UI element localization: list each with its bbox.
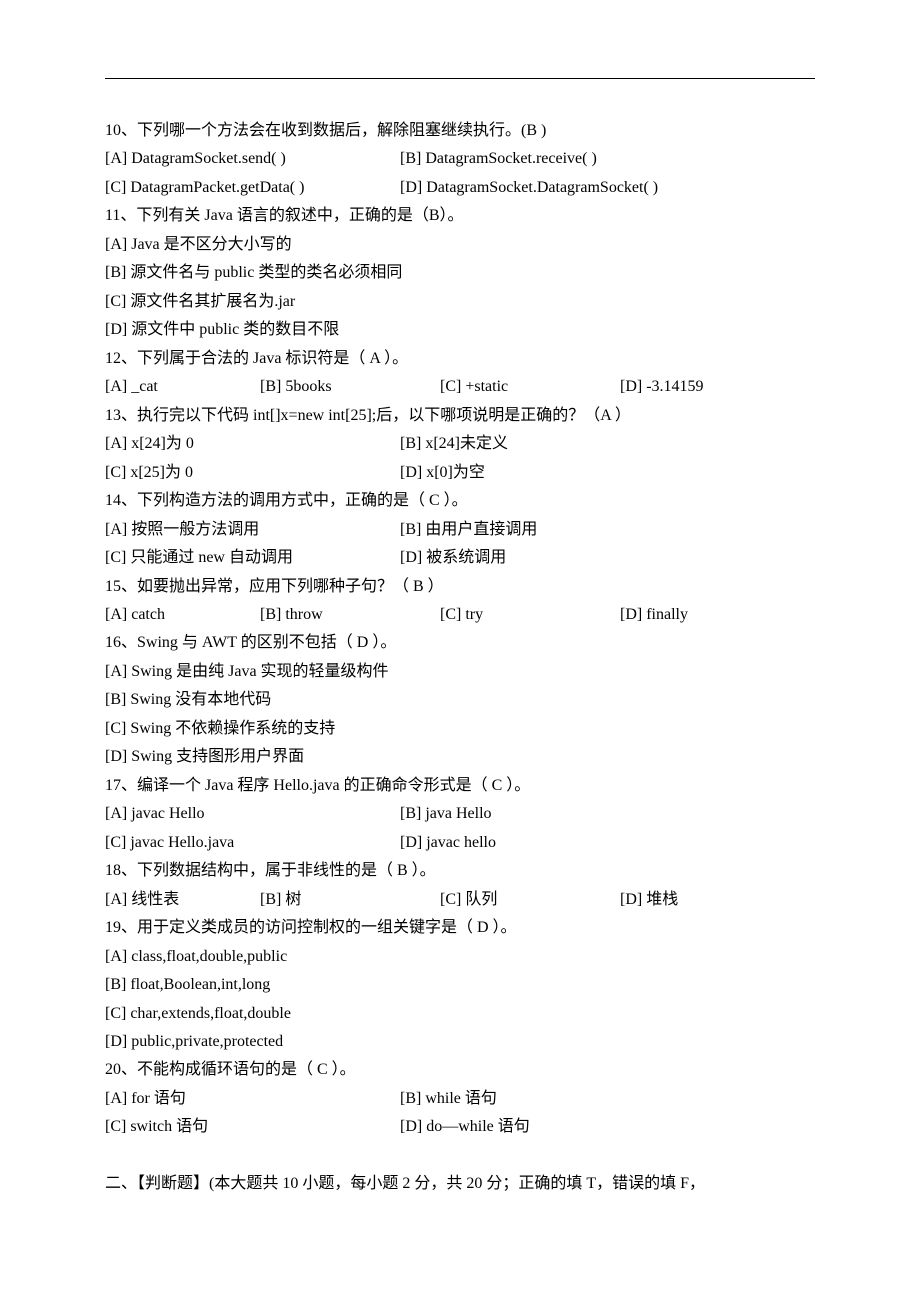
option-c: [C] Swing 不依赖操作系统的支持 xyxy=(105,715,815,743)
question-text: 15、如要抛出异常，应用下列哪种子句？（ B ） xyxy=(105,573,815,601)
option-d: [D] 被系统调用 xyxy=(400,544,815,572)
question-text: 10、下列哪一个方法会在收到数据后，解除阻塞继续执行。(B ) xyxy=(105,117,815,145)
question-text: 19、用于定义类成员的访问控制权的一组关键字是（ D ）。 xyxy=(105,914,815,942)
option-b: [B] throw xyxy=(260,601,440,629)
option-c: [C] 队列 xyxy=(440,886,620,914)
option-a: [A] javac Hello xyxy=(105,800,400,828)
option-c: [C] char,extends,float,double xyxy=(105,1000,815,1028)
question-13: 13、执行完以下代码 int[]x=new int[25];后，以下哪项说明是正… xyxy=(105,402,815,487)
question-text: 16、Swing 与 AWT 的区别不包括（ D ）。 xyxy=(105,629,815,657)
option-d: [D] javac hello xyxy=(400,829,815,857)
question-11: 11、下列有关 Java 语言的叙述中，正确的是（B）。 [A] Java 是不… xyxy=(105,202,815,344)
option-a: [A] x[24]为 0 xyxy=(105,430,400,458)
option-a: [A] Java 是不区分大小写的 xyxy=(105,231,815,259)
option-b: [B] DatagramSocket.receive( ) xyxy=(400,145,815,173)
option-a: [A] 按照一般方法调用 xyxy=(105,516,400,544)
question-text: 20、不能构成循环语句的是（ C ）。 xyxy=(105,1056,815,1084)
option-b: [B] 5books xyxy=(260,373,440,401)
question-15: 15、如要抛出异常，应用下列哪种子句？（ B ） [A] catch [B] t… xyxy=(105,573,815,630)
option-d: [D] x[0]为空 xyxy=(400,459,815,487)
horizontal-divider xyxy=(105,78,815,79)
option-c: [C] x[25]为 0 xyxy=(105,459,400,487)
option-a: [A] _cat xyxy=(105,373,260,401)
option-a: [A] 线性表 xyxy=(105,886,260,914)
option-b: [B] java Hello xyxy=(400,800,815,828)
option-c: [C] switch 语句 xyxy=(105,1113,400,1141)
option-d: [D] -3.14159 xyxy=(620,373,815,401)
question-17: 17、编译一个 Java 程序 Hello.java 的正确命令形式是（ C ）… xyxy=(105,772,815,857)
option-c: [C] 只能通过 new 自动调用 xyxy=(105,544,400,572)
option-b: [B] 由用户直接调用 xyxy=(400,516,815,544)
question-12: 12、下列属于合法的 Java 标识符是（ A ）。 [A] _cat [B] … xyxy=(105,345,815,402)
option-d: [D] finally xyxy=(620,601,815,629)
option-b: [B] Swing 没有本地代码 xyxy=(105,686,815,714)
option-c: [C] 源文件名其扩展名为.jar xyxy=(105,288,815,316)
option-c: [C] javac Hello.java xyxy=(105,829,400,857)
option-b: [B] float,Boolean,int,long xyxy=(105,971,815,999)
question-text: 11、下列有关 Java 语言的叙述中，正确的是（B）。 xyxy=(105,202,815,230)
question-18: 18、下列数据结构中，属于非线性的是（ B ）。 [A] 线性表 [B] 树 [… xyxy=(105,857,815,914)
option-b: [B] while 语句 xyxy=(400,1085,815,1113)
question-text: 18、下列数据结构中，属于非线性的是（ B ）。 xyxy=(105,857,815,885)
option-a: [A] DatagramSocket.send( ) xyxy=(105,145,400,173)
option-d: [D] public,private,protected xyxy=(105,1028,815,1056)
option-c: [C] try xyxy=(440,601,620,629)
option-b: [B] 源文件名与 public 类型的类名必须相同 xyxy=(105,259,815,287)
option-a: [A] for 语句 xyxy=(105,1085,400,1113)
option-d: [D] do—while 语句 xyxy=(400,1113,815,1141)
option-d: [D] 堆栈 xyxy=(620,886,815,914)
question-10: 10、下列哪一个方法会在收到数据后，解除阻塞继续执行。(B ) [A] Data… xyxy=(105,117,815,202)
question-14: 14、下列构造方法的调用方式中，正确的是（ C ）。 [A] 按照一般方法调用 … xyxy=(105,487,815,572)
option-c: [C] DatagramPacket.getData( ) xyxy=(105,174,400,202)
question-text: 13、执行完以下代码 int[]x=new int[25];后，以下哪项说明是正… xyxy=(105,402,815,430)
option-a: [A] Swing 是由纯 Java 实现的轻量级构件 xyxy=(105,658,815,686)
option-b: [B] x[24]未定义 xyxy=(400,430,815,458)
option-d: [D] DatagramSocket.DatagramSocket( ) xyxy=(400,174,815,202)
option-a: [A] catch xyxy=(105,601,260,629)
question-16: 16、Swing 与 AWT 的区别不包括（ D ）。 [A] Swing 是由… xyxy=(105,629,815,771)
question-20: 20、不能构成循环语句的是（ C ）。 [A] for 语句 [B] while… xyxy=(105,1056,815,1141)
question-19: 19、用于定义类成员的访问控制权的一组关键字是（ D ）。 [A] class,… xyxy=(105,914,815,1056)
question-text: 17、编译一个 Java 程序 Hello.java 的正确命令形式是（ C ）… xyxy=(105,772,815,800)
question-text: 12、下列属于合法的 Java 标识符是（ A ）。 xyxy=(105,345,815,373)
question-text: 14、下列构造方法的调用方式中，正确的是（ C ）。 xyxy=(105,487,815,515)
option-d: [D] Swing 支持图形用户界面 xyxy=(105,743,815,771)
option-c: [C] +static xyxy=(440,373,620,401)
option-d: [D] 源文件中 public 类的数目不限 xyxy=(105,316,815,344)
option-a: [A] class,float,double,public xyxy=(105,943,815,971)
section-2-heading: 二、【判断题】(本大题共 10 小题，每小题 2 分，共 20 分；正确的填 T… xyxy=(105,1170,815,1198)
option-b: [B] 树 xyxy=(260,886,440,914)
